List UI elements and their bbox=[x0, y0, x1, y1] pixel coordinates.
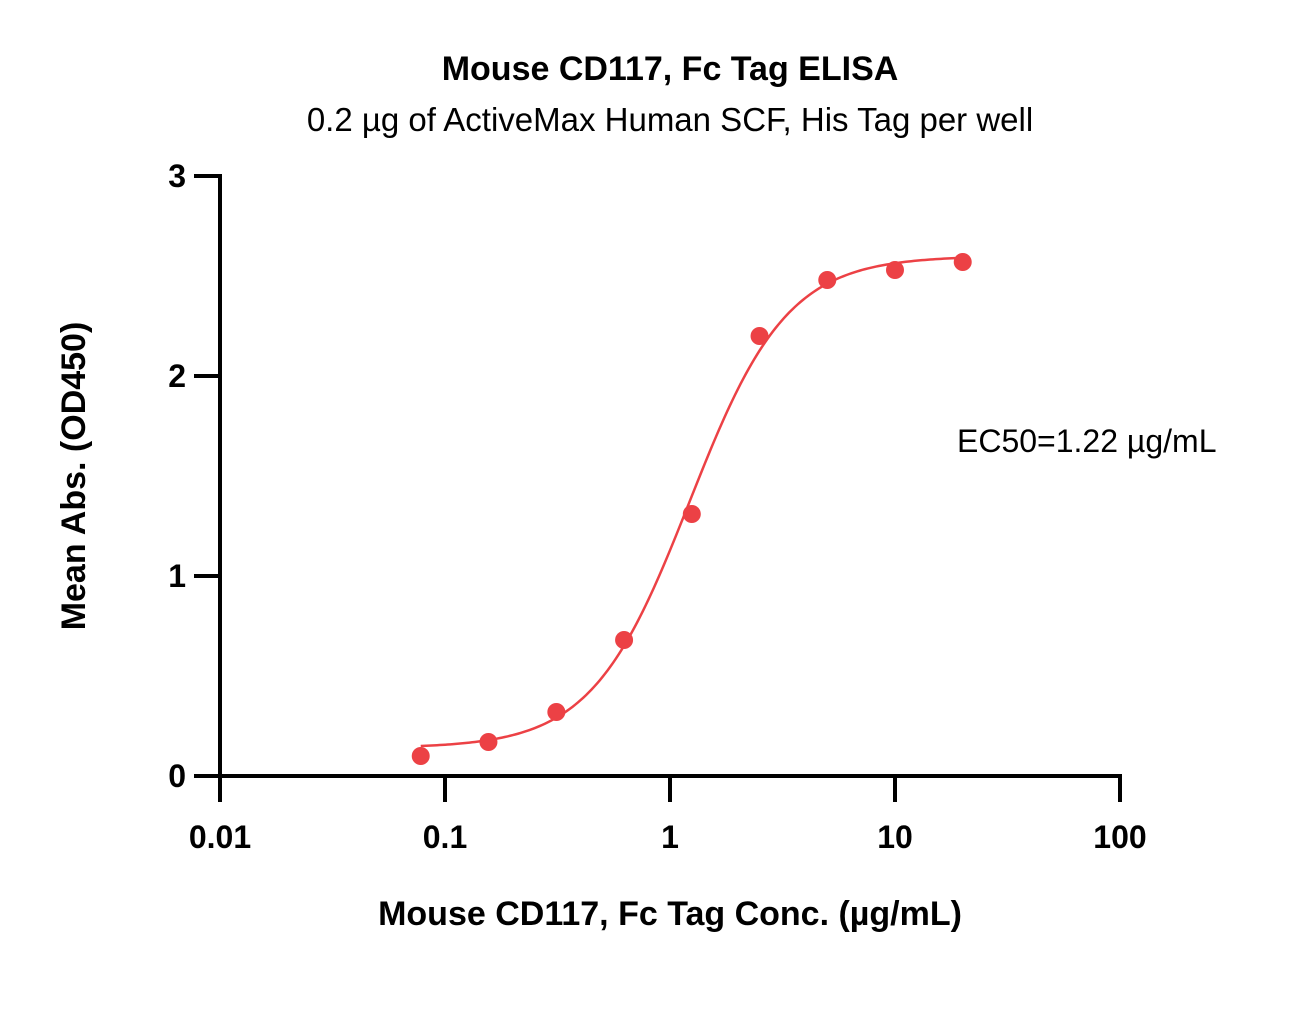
y-axis-label: Mean Abs. (OD450) bbox=[55, 322, 93, 631]
plot-area: 0 1 2 3 0.01 0.1 1 10 100 bbox=[168, 158, 1146, 855]
x-tick-label: 10 bbox=[877, 819, 913, 855]
data-point bbox=[547, 703, 566, 721]
fit-curve bbox=[420, 256, 963, 748]
data-point bbox=[886, 261, 904, 279]
y-tick-label: 1 bbox=[168, 558, 186, 594]
data-point bbox=[953, 253, 972, 271]
chart-subtitle: 0.2 µg of ActiveMax Human SCF, His Tag p… bbox=[307, 101, 1033, 138]
x-tick-label: 100 bbox=[1093, 819, 1146, 855]
x-axis-label: Mouse CD117, Fc Tag Conc. (µg/mL) bbox=[378, 895, 962, 933]
data-point bbox=[615, 631, 634, 649]
data-point bbox=[479, 733, 498, 751]
y-tick-label: 3 bbox=[168, 158, 186, 194]
data-point bbox=[818, 271, 837, 289]
x-tick-label: 0.1 bbox=[423, 819, 467, 855]
ec50-annotation: EC50=1.22 µg/mL bbox=[957, 423, 1216, 459]
x-tick-label: 1 bbox=[661, 819, 679, 855]
y-tick-label: 2 bbox=[168, 358, 186, 394]
data-point bbox=[411, 747, 430, 765]
data-point bbox=[750, 327, 769, 345]
y-tick-label: 0 bbox=[168, 758, 186, 794]
chart-title: Mouse CD117, Fc Tag ELISA bbox=[442, 50, 899, 88]
x-tick-label: 0.01 bbox=[189, 819, 251, 855]
data-point bbox=[682, 505, 701, 523]
